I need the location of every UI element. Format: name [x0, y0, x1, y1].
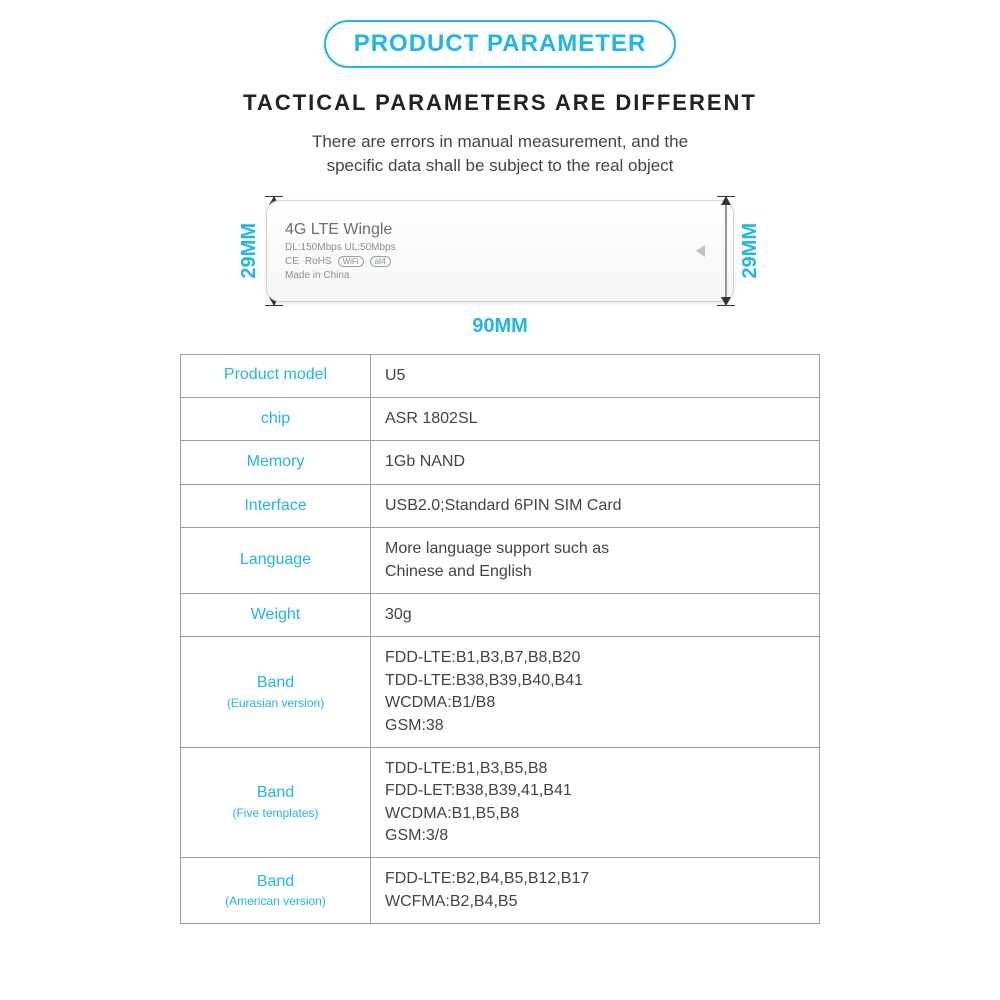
table-row: Product model U5	[181, 354, 820, 397]
spec-label: Weight	[181, 593, 371, 636]
table-row: Band (Eurasian version) FDD-LTE:B1,B3,B7,B…	[181, 637, 820, 748]
spec-table-body: Product model U5 chip ASR 1802SL Memory 1Gb N…	[181, 354, 820, 924]
device-made: Made in China	[285, 270, 715, 281]
wifi-badge-icon: WiFi	[338, 256, 364, 267]
cert-ce: CE	[285, 256, 299, 267]
cert-rohs: RoHS	[305, 256, 332, 267]
spec-label-text: Memory	[247, 453, 305, 470]
spec-label-sub: (Five templates)	[195, 806, 356, 822]
spec-label: Band (American version)	[181, 858, 371, 924]
device-title: 4G LTE Wingle	[285, 221, 715, 239]
table-row: Language More language support such as Ch…	[181, 528, 820, 594]
spec-label: Band (Five templates)	[181, 747, 371, 858]
spec-value: ASR 1802SL	[371, 397, 820, 440]
spec-value: TDD-LTE:B1,B3,B5,B8 FDD-LET:B38,B39,41,B…	[371, 747, 820, 858]
spec-value: FDD-LTE:B2,B4,B5,B12,B17 WCFMA:B2,B4,B5	[371, 858, 820, 924]
spec-label-text: Weight	[251, 606, 301, 623]
spec-label-text: Interface	[244, 497, 306, 514]
subhead: There are errors in manual measurement, …	[312, 130, 688, 178]
spec-table: Product model U5 chip ASR 1802SL Memory 1Gb N…	[180, 354, 820, 925]
spec-label: Band (Eurasian version)	[181, 637, 371, 748]
device-illustration: 4G LTE Wingle DL:150Mbps UL:50Mbps CE Ro…	[266, 200, 734, 302]
height-label-left: 29MM	[238, 223, 261, 279]
spec-label: Product model	[181, 354, 371, 397]
spec-label-text: Band	[257, 873, 294, 890]
table-row: Band (Five templates) TDD-LTE:B1,B3,B5,B8 …	[181, 747, 820, 858]
page: PRODUCT PARAMETER TACTICAL PARAMETERS AR…	[0, 0, 1000, 924]
table-row: chip ASR 1802SL	[181, 397, 820, 440]
height-label-right: 29MM	[739, 223, 762, 279]
triangle-icon	[696, 245, 705, 257]
spec-label: chip	[181, 397, 371, 440]
table-row: Memory 1Gb NAND	[181, 441, 820, 484]
spec-label-text: Band	[257, 674, 294, 691]
spec-value: U5	[371, 354, 820, 397]
spec-label-text: Band	[257, 784, 294, 801]
spec-value: USB2.0;Standard 6PIN SIM Card	[371, 484, 820, 527]
device-cert-row: CE RoHS WiFi at4	[285, 256, 715, 267]
spec-label-text: chip	[261, 410, 290, 427]
spec-label-sub: (Eurasian version)	[195, 696, 356, 712]
table-row: Interface USB2.0;Standard 6PIN SIM Card	[181, 484, 820, 527]
dimension-diagram: 29MM 4G LTE Wingle DL:150Mbps UL:50Mbps …	[180, 196, 820, 346]
spec-value: 1Gb NAND	[371, 441, 820, 484]
spec-value: 30g	[371, 593, 820, 636]
spec-label: Interface	[181, 484, 371, 527]
spec-label: Language	[181, 528, 371, 594]
device-speed: DL:150Mbps UL:50Mbps	[285, 242, 715, 253]
spec-label-text: Product model	[224, 366, 327, 383]
table-row: Band (American version) FDD-LTE:B2,B4,B5,B…	[181, 858, 820, 924]
spec-label-sub: (American version)	[195, 894, 356, 910]
dimension-line-icon	[717, 196, 735, 306]
spec-value: FDD-LTE:B1,B3,B7,B8,B20 TDD-LTE:B38,B39,…	[371, 637, 820, 748]
spec-label: Memory	[181, 441, 371, 484]
height-dimension-right: 29MM	[717, 196, 766, 306]
spec-value: More language support such as Chinese an…	[371, 528, 820, 594]
table-row: Weight 30g	[181, 593, 820, 636]
spec-label-text: Language	[240, 551, 311, 568]
title-badge: PRODUCT PARAMETER	[324, 20, 677, 68]
width-label: 90MM	[266, 315, 734, 338]
headline: TACTICAL PARAMETERS ARE DIFFERENT	[243, 90, 757, 116]
at4-badge-icon: at4	[370, 256, 391, 267]
